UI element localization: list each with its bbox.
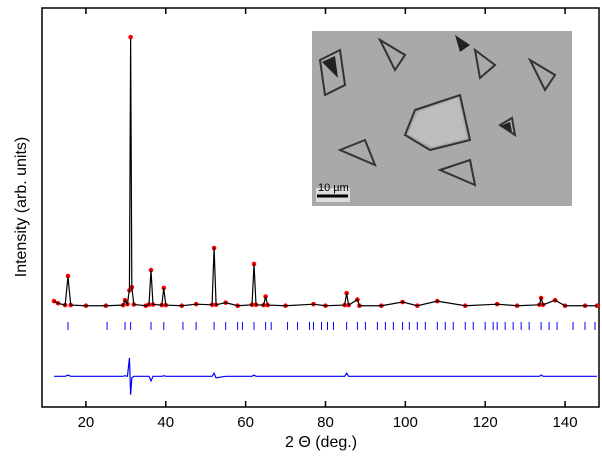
x-tick-label: 20 — [78, 414, 95, 431]
observed-point — [128, 34, 133, 40]
x-tick-label: 80 — [317, 414, 334, 431]
observed-point — [65, 273, 71, 279]
x-axis-label: 2 Θ (deg.) — [285, 434, 357, 451]
observed-point — [344, 290, 349, 296]
grain-edges — [318, 37, 557, 187]
x-tick-label: 120 — [473, 414, 498, 431]
observed-point — [161, 285, 167, 291]
y-axis-label: Intensity (arb. units) — [13, 137, 30, 278]
x-tick-label: 140 — [553, 414, 578, 431]
difference-line — [53, 357, 598, 395]
x-tick-label: 60 — [237, 414, 254, 431]
inset-image: 10 µm — [312, 31, 572, 206]
observed-point — [251, 261, 257, 267]
plot-frame — [41, 7, 600, 408]
observed-point — [148, 267, 154, 273]
calculated-line — [53, 38, 598, 307]
x-tick-label: 100 — [393, 414, 418, 431]
scale-label: 10 µm — [318, 182, 349, 194]
grain — [408, 98, 467, 147]
x-tick-label: 40 — [157, 414, 174, 431]
